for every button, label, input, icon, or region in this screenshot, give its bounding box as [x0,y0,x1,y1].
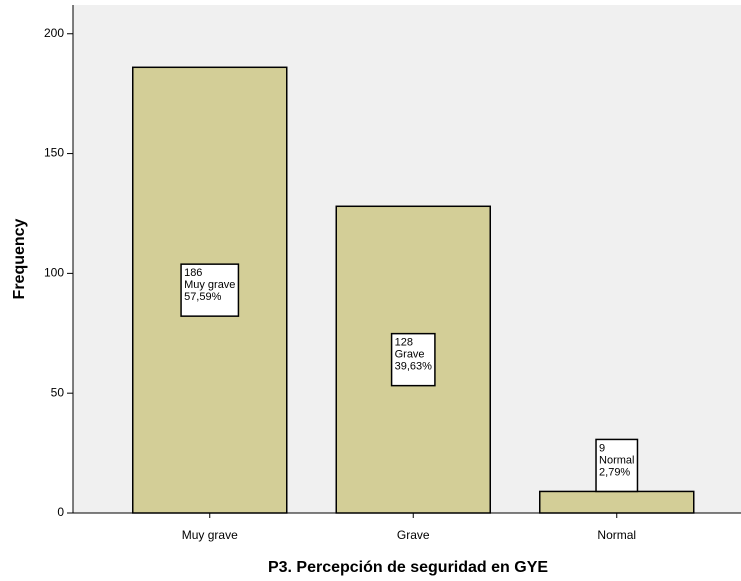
data-label-text: Muy grave [184,279,235,291]
data-label-text: Grave [395,349,425,361]
x-tick-label: Muy grave [182,528,238,542]
bar [335,205,491,514]
data-label-text: 128 [395,337,413,349]
data-label-text: 39,63% [395,361,433,373]
data-label-text: Normal [599,454,634,466]
x-tick-label: Grave [397,528,430,542]
y-tick-label: 150 [44,146,64,160]
x-axis-title: P3. Percepción de seguridad en GYE [268,559,548,576]
x-tick-label: Normal [597,528,636,542]
data-label-text: 186 [184,267,202,279]
y-tick-label: 200 [44,26,64,40]
data-label-box [180,263,240,317]
y-axis-title: Frequency [11,218,28,299]
data-label-text: 2,79% [599,466,630,478]
data-label-text: 9 [599,442,605,454]
data-label-box [390,332,436,387]
y-tick-label: 100 [44,266,64,280]
data-label-box [595,438,639,493]
data-label-text: 57,59% [184,291,222,303]
bar [539,490,695,514]
y-tick-label: 50 [51,385,65,399]
y-tick-label: 0 [57,505,64,519]
